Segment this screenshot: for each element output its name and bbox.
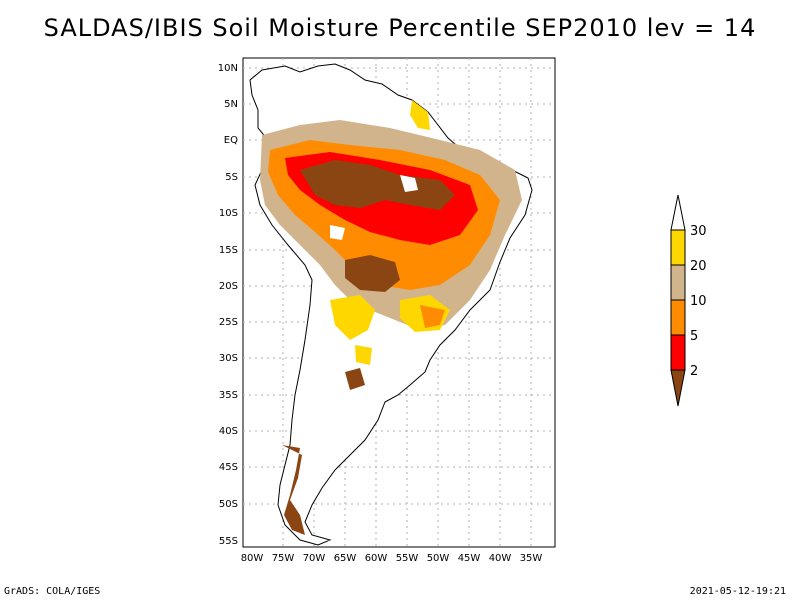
lat-tick: 25S bbox=[219, 317, 238, 328]
lon-tick: 70W bbox=[303, 553, 326, 564]
legend-swatch-10-20 bbox=[670, 264, 686, 301]
lat-tick: 35S bbox=[219, 390, 238, 401]
legend-swatch-above-30 bbox=[670, 194, 686, 231]
legend-swatch-20-30 bbox=[670, 229, 686, 266]
lat-tick: 5S bbox=[225, 172, 238, 183]
legend-labels: 30 20 10 5 2 bbox=[690, 224, 707, 379]
lat-tick: EQ bbox=[224, 135, 238, 146]
percentile-fields bbox=[260, 100, 522, 535]
lon-tick: 80W bbox=[241, 553, 264, 564]
legend-level: 5 bbox=[690, 329, 698, 344]
color-legend bbox=[670, 194, 686, 407]
lat-tick: 45S bbox=[219, 462, 238, 473]
lon-tick: 75W bbox=[272, 553, 295, 564]
lon-tick: 65W bbox=[334, 553, 357, 564]
latitude-labels: 10N 5N EQ 5S 10S 15S 20S 25S 30S 35S 40S… bbox=[218, 63, 238, 547]
lat-tick: 10N bbox=[218, 63, 238, 74]
footer-credit: GrADS: COLA/IGES bbox=[4, 586, 101, 597]
lon-tick: 45W bbox=[458, 553, 481, 564]
legend-swatch-below-2 bbox=[670, 369, 686, 407]
lat-tick: 5N bbox=[224, 99, 238, 110]
map-title: SALDAS/IBIS Soil Moisture Percentile SEP… bbox=[43, 14, 757, 42]
lat-tick: 50S bbox=[219, 499, 238, 510]
lon-tick: 55W bbox=[396, 553, 419, 564]
legend-swatch-5-10 bbox=[670, 299, 686, 336]
legend-swatch-2-5 bbox=[670, 334, 686, 371]
legend-level: 10 bbox=[690, 294, 707, 309]
legend-level: 2 bbox=[690, 364, 698, 379]
lon-tick: 40W bbox=[489, 553, 512, 564]
lon-tick: 35W bbox=[520, 553, 543, 564]
lat-tick: 10S bbox=[219, 208, 238, 219]
legend-level: 30 bbox=[690, 224, 707, 239]
lat-tick: 55S bbox=[219, 536, 238, 547]
lon-tick: 50W bbox=[427, 553, 450, 564]
lat-tick: 20S bbox=[219, 281, 238, 292]
lat-tick: 30S bbox=[219, 353, 238, 364]
footer-timestamp: 2021-05-12-19:21 bbox=[689, 586, 786, 597]
lon-tick: 60W bbox=[365, 553, 388, 564]
longitude-labels: 80W 75W 70W 65W 60W 55W 50W 45W 40W 35W bbox=[241, 553, 543, 564]
legend-level: 20 bbox=[690, 259, 707, 274]
lat-tick: 40S bbox=[219, 426, 238, 437]
lat-tick: 15S bbox=[219, 245, 238, 256]
